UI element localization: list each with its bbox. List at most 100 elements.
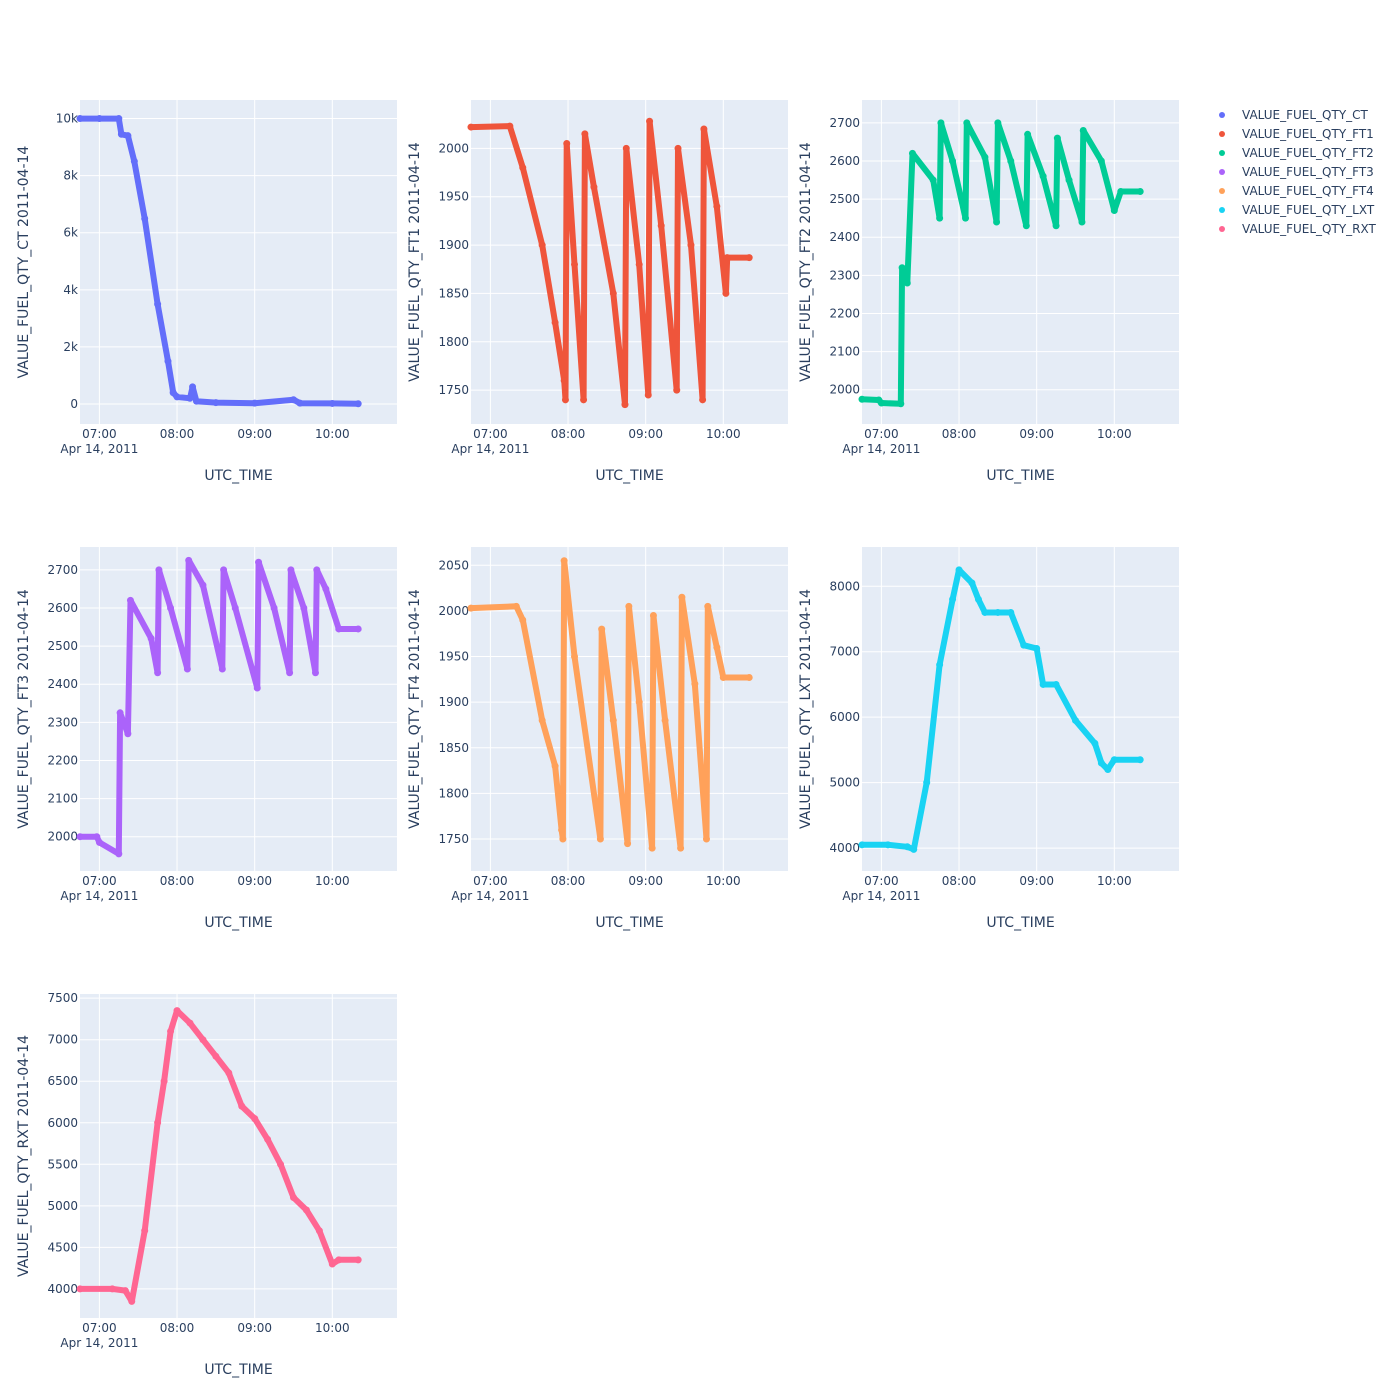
legend-item[interactable]: VALUE_FUEL_QTY_FT3 (1219, 165, 1374, 179)
data-point (296, 399, 304, 407)
data-point (218, 665, 226, 673)
data-point (673, 386, 681, 394)
y-tick-label: 10k (56, 112, 78, 126)
data-point (1136, 187, 1144, 195)
y-tick-label: 2100 (829, 345, 860, 359)
legend-item[interactable]: VALUE_FUEL_QTY_FT1 (1219, 127, 1374, 141)
data-point (253, 684, 261, 692)
data-point (858, 395, 866, 403)
y-tick-label: 7000 (47, 1033, 78, 1047)
x-tick-label: 08:00 (942, 874, 977, 888)
legend-item[interactable]: VALUE_FUEL_QTY_LXT (1219, 203, 1375, 217)
legend-item[interactable]: VALUE_FUEL_QTY_FT2 (1219, 146, 1374, 160)
data-point (519, 164, 527, 172)
data-point (1022, 222, 1030, 230)
legend-label: VALUE_FUEL_QTY_FT3 (1242, 165, 1374, 179)
legend-item[interactable]: VALUE_FUEL_QTY_CT (1219, 108, 1369, 122)
data-point (130, 157, 138, 165)
data-point (1039, 172, 1047, 180)
data-point (1039, 680, 1047, 688)
x-tick-label: 10:00 (315, 427, 350, 441)
legend-item[interactable]: VALUE_FUEL_QTY_RXT (1219, 222, 1377, 236)
y-axis-title: VALUE_FUEL_QTY_CT 2011-04-14 (16, 146, 32, 379)
data-point (657, 222, 665, 230)
data-point (661, 716, 669, 724)
data-point (335, 1256, 343, 1264)
data-point (124, 730, 132, 738)
x-axis-title: UTC_TIME (986, 915, 1054, 931)
data-point (141, 1227, 149, 1235)
data-point (1053, 134, 1061, 142)
legend-item[interactable]: VALUE_FUEL_QTY_FT4 (1219, 184, 1374, 198)
data-point (251, 1115, 259, 1123)
data-point (687, 241, 695, 249)
x-tick-label: 07:00 (82, 427, 117, 441)
y-tick-label: 4k (63, 283, 78, 297)
x-tick-label: 09:00 (237, 427, 272, 441)
data-point (167, 1027, 175, 1035)
data-point (286, 669, 294, 677)
data-point (311, 669, 319, 677)
data-point (1104, 766, 1112, 774)
data-point (186, 1019, 194, 1027)
data-point (699, 396, 707, 404)
legend-marker (1219, 169, 1225, 175)
data-point (563, 140, 571, 148)
series-line (468, 557, 753, 852)
y-tick-label: 1750 (438, 832, 469, 846)
data-point (955, 566, 963, 574)
plot-area (80, 100, 397, 424)
data-point (1091, 739, 1099, 747)
data-point (238, 1102, 246, 1110)
y-tick-label: 1950 (438, 190, 469, 204)
data-point (519, 616, 527, 624)
data-point (723, 254, 731, 262)
y-tick-label: 2000 (438, 141, 469, 155)
data-point (974, 595, 982, 603)
legend-marker (1219, 207, 1225, 213)
data-point (538, 241, 546, 249)
x-tick-label: 09:00 (628, 427, 663, 441)
y-tick-label: 2300 (829, 268, 860, 282)
y-tick-label: 2500 (829, 192, 860, 206)
y-tick-label: 2600 (47, 601, 78, 615)
data-point (571, 260, 579, 268)
legend-marker (1219, 131, 1225, 137)
y-tick-label: 4000 (829, 841, 860, 855)
data-point (354, 400, 362, 408)
y-axis-title: VALUE_FUEL_QTY_LXT 2011-04-14 (798, 589, 814, 829)
data-point (173, 393, 181, 401)
x-tick-label: 10:00 (315, 874, 350, 888)
legend-label: VALUE_FUEL_QTY_CT (1242, 108, 1369, 122)
x-tick-label: 10:00 (1097, 874, 1132, 888)
y-axis-title: VALUE_FUEL_QTY_FT1 2011-04-14 (407, 142, 423, 382)
series-line (468, 118, 753, 408)
data-point (981, 608, 989, 616)
x-tick-label: 07:00 (473, 874, 508, 888)
data-point (936, 214, 944, 222)
data-point (154, 1119, 162, 1127)
y-tick-label: 1800 (438, 335, 469, 349)
x-axis-title: UTC_TIME (986, 468, 1054, 484)
series-line (77, 557, 362, 857)
legend-label: VALUE_FUEL_QTY_LXT (1242, 203, 1375, 217)
data-point (512, 602, 520, 610)
x-tick-label: 10:00 (1097, 427, 1132, 441)
data-point (678, 593, 686, 601)
data-point (571, 653, 579, 661)
x-date-label: Apr 14, 2011 (451, 442, 529, 456)
data-point (561, 396, 569, 404)
x-tick-label: 10:00 (706, 427, 741, 441)
data-point (994, 608, 1002, 616)
data-point (877, 399, 885, 407)
data-point (722, 289, 730, 297)
data-point (164, 357, 172, 365)
data-point (903, 279, 911, 287)
y-tick-label: 2k (63, 340, 78, 354)
data-point (1020, 641, 1028, 649)
y-tick-label: 1750 (438, 383, 469, 397)
data-point (160, 1077, 168, 1085)
